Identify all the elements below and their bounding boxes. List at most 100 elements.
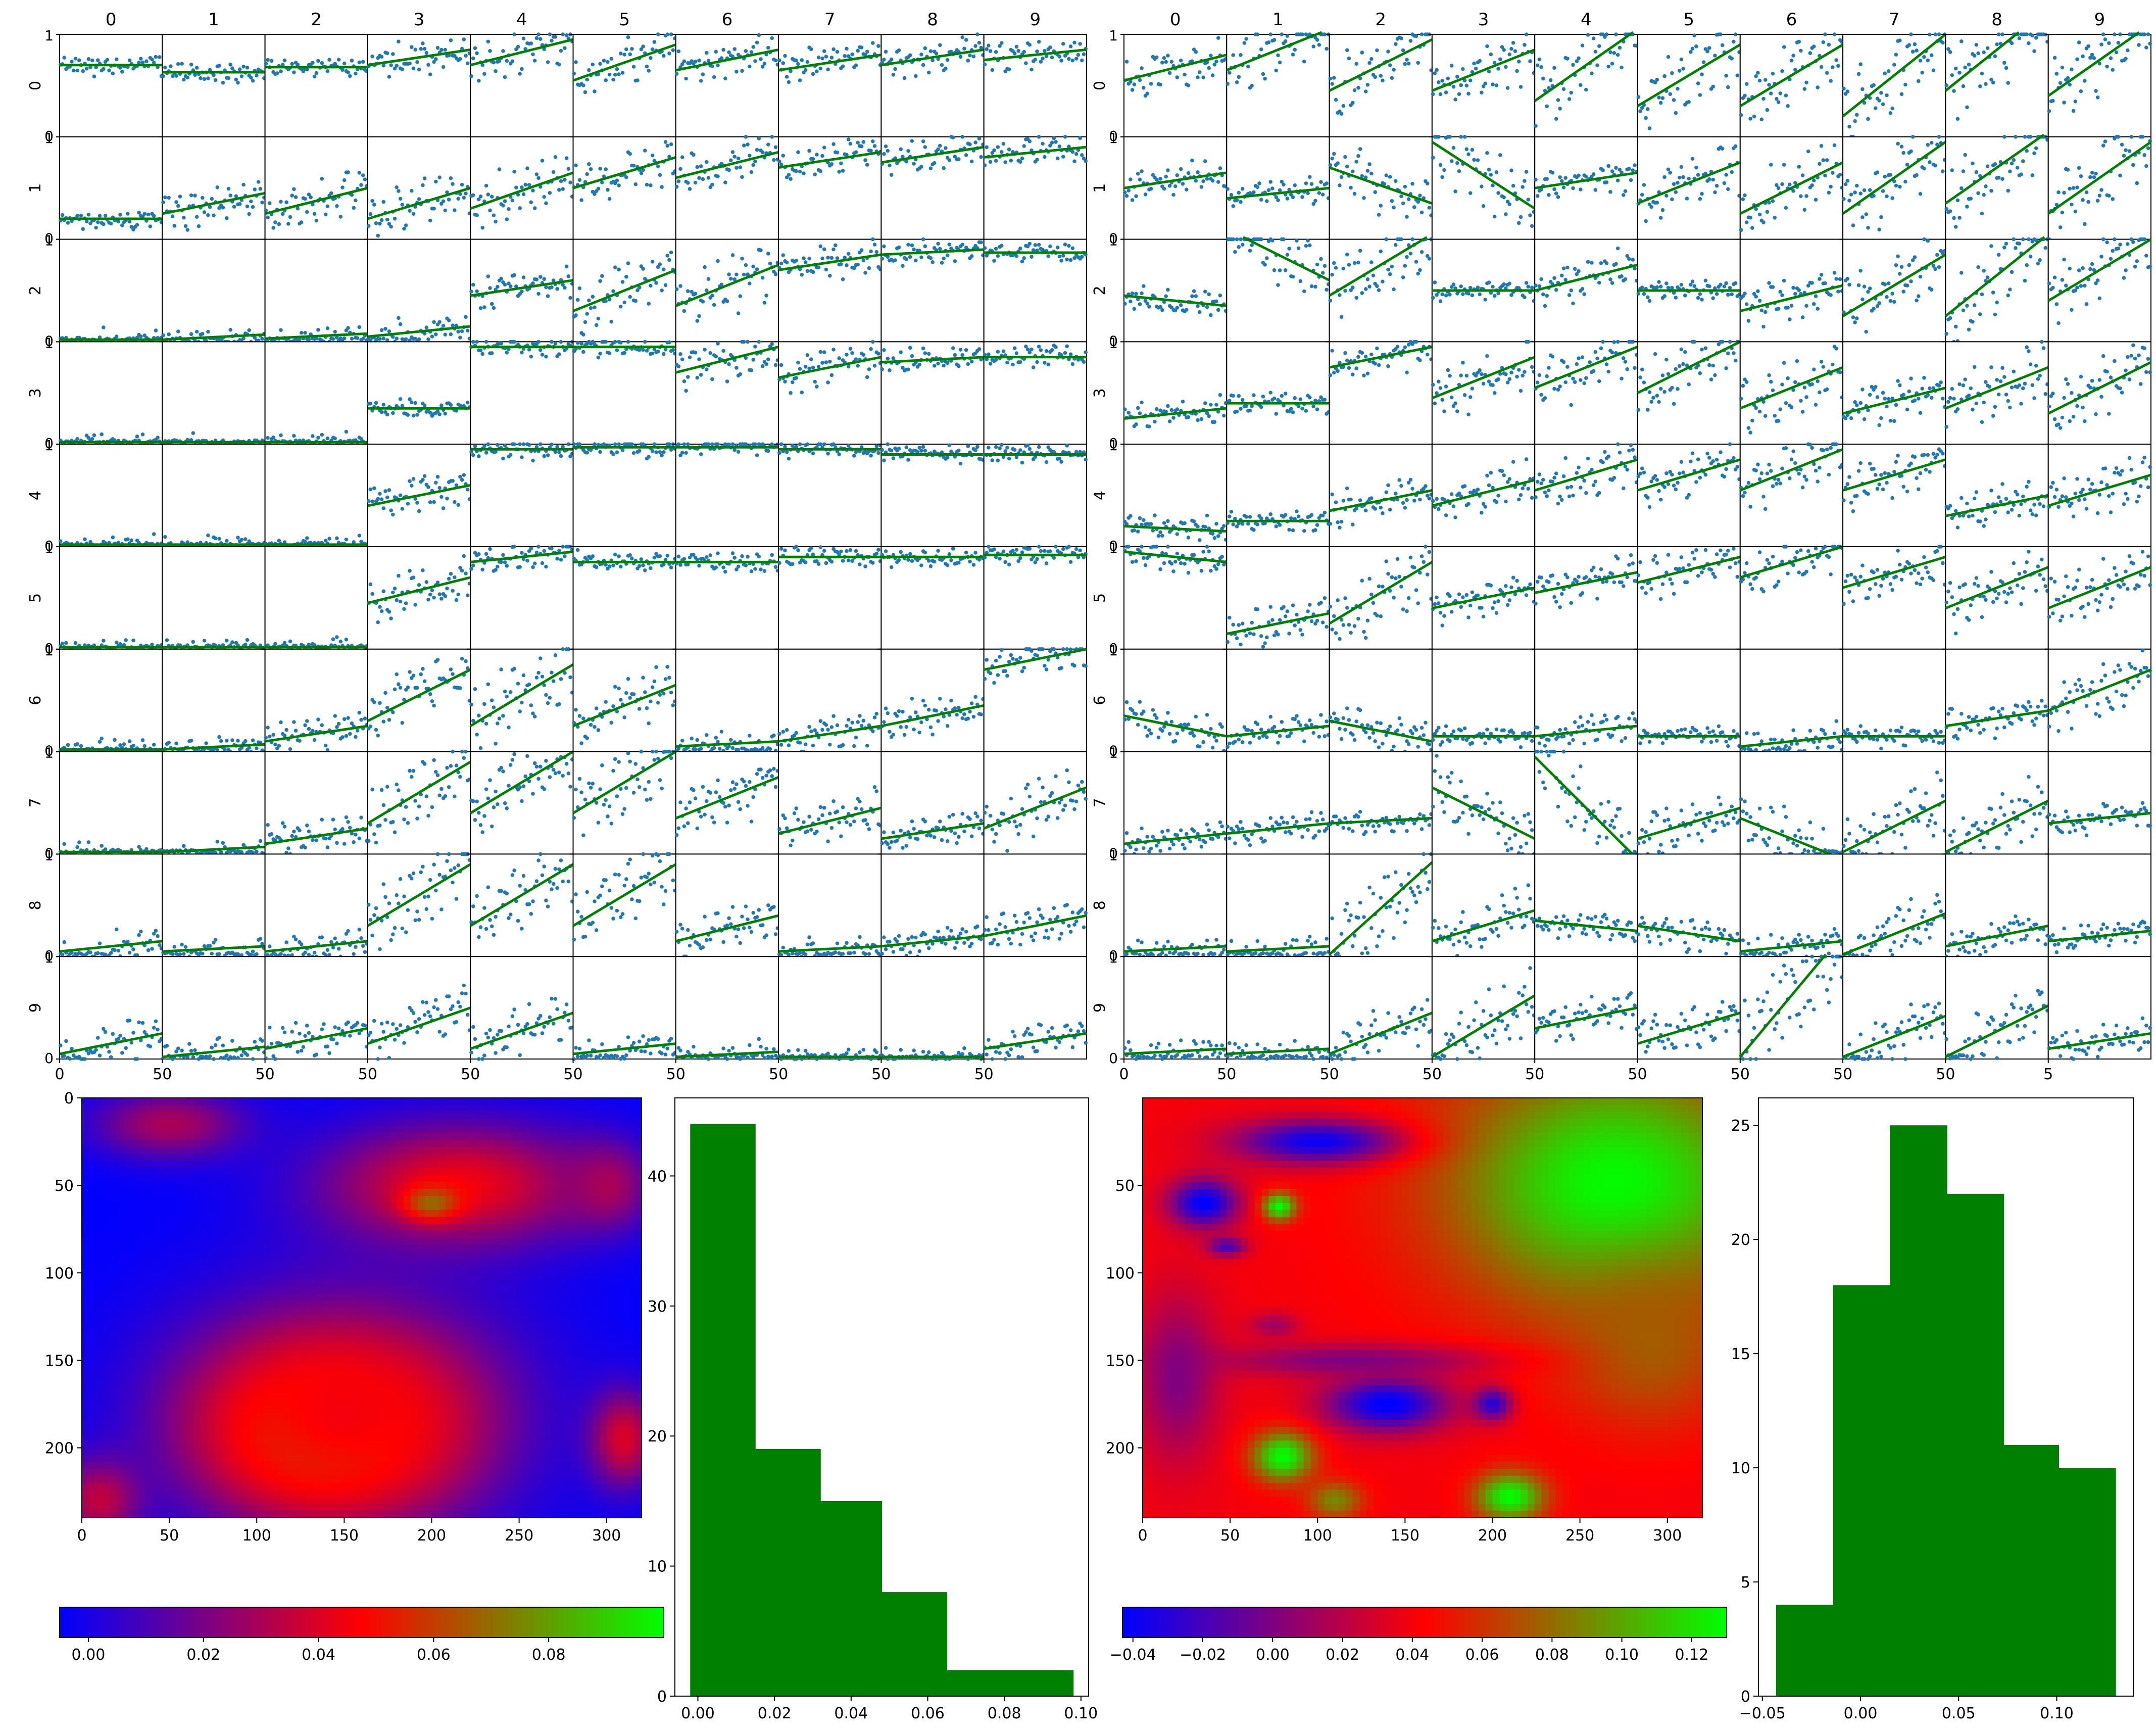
fit-line [162,333,265,341]
scatter-point [897,709,901,713]
scatter-point [548,191,552,195]
scatter-point [796,548,800,552]
scatter-point [880,448,884,452]
scatter-point [137,60,141,65]
scatter-point [811,365,815,370]
scatter-point [577,286,582,291]
scatter-point [949,558,953,562]
scatter-point [309,195,313,200]
scatter-point [979,240,983,245]
scatter-point [762,569,767,573]
scatter-point [387,75,391,79]
scatter-point [564,156,569,160]
scatter-point [126,537,130,541]
scatter-point [577,442,582,446]
scatter-point [258,839,263,843]
scatter-point [701,177,705,181]
scatter-point [652,758,657,762]
scatter-point [1027,447,1032,451]
scatter-point [794,731,798,735]
scatter-point [1027,42,1032,47]
scatter-point [748,734,752,738]
scatter-point [451,672,455,676]
scatter-point [811,743,815,748]
scatter-point [957,157,961,161]
scatter-point [682,557,687,561]
scatter-point [497,716,502,720]
scatter-point [316,717,320,721]
scatter-cell-r0-c6 [672,33,780,137]
scatter-point [391,820,395,824]
scatter-point [1052,136,1056,140]
scatter-point [987,352,991,357]
cell-frame [983,751,1087,855]
scatter-point [348,732,352,736]
scatter-point [889,565,894,569]
scatter-point [402,226,406,231]
scatter-point [697,563,701,568]
scatter-point [895,838,899,843]
scatter-point [637,564,642,568]
scatter-point [835,151,840,155]
scatter-point [383,691,387,695]
scatter-point [604,563,608,567]
scatter-point [352,206,356,210]
scatter-point [139,57,143,61]
scatter-cell-r4-c3 [364,444,472,548]
scatter-point [781,154,786,158]
scatter-point [960,135,964,139]
scatter-point [822,350,826,354]
scatter-point [886,842,890,846]
scatter-point [936,147,940,152]
scatter-point [598,279,602,283]
scatter-point [520,67,524,71]
scatter-point [381,63,386,68]
scatter-point [928,725,933,730]
scatter-point [1037,777,1041,781]
scatter-cell-r7-c3 [364,749,472,855]
scatter-point [869,347,873,351]
scatter-point [489,195,494,199]
scatter-point [411,575,416,580]
scatter-point [619,52,623,56]
scatter-point [1074,547,1079,551]
scatter-point [826,839,830,844]
scatter-point [839,262,843,266]
scatter-point [404,601,408,605]
scatter-point [435,581,440,585]
scatter-point [699,373,703,377]
scatter-point [417,509,421,513]
scatter-point [985,658,989,662]
scatter-point [593,192,597,196]
scatter-point [1055,816,1060,820]
scatter-point [410,400,414,404]
scatter-point [652,40,657,44]
scatter-point [835,809,840,813]
scatter-point [348,826,352,830]
scatter-point [1057,55,1062,59]
scatter-point [158,55,162,59]
scatter-point [383,489,387,493]
scatter-point [86,57,91,61]
scatter-point [841,559,845,563]
scatter-point [604,700,608,704]
scatter-point [428,592,432,597]
scatter-point [1018,160,1022,164]
scatter-point [432,320,436,324]
scatter-point [385,785,389,789]
scatter-point [906,367,910,371]
scatter-point [748,64,752,69]
scatter-cell-r7-c5 [569,749,677,855]
scatter-point [536,545,541,549]
scatter-point [690,736,694,741]
scatter-point [714,565,718,569]
fit-line [572,156,676,189]
scatter-point [574,708,578,712]
scatter-point [705,367,709,371]
scatter-point [561,774,565,778]
scatter-point [379,497,384,501]
scatter-point [96,220,100,224]
scatter-point [566,771,571,776]
scatter-cell-r0-c4 [467,32,574,137]
scatter-point [193,73,197,77]
